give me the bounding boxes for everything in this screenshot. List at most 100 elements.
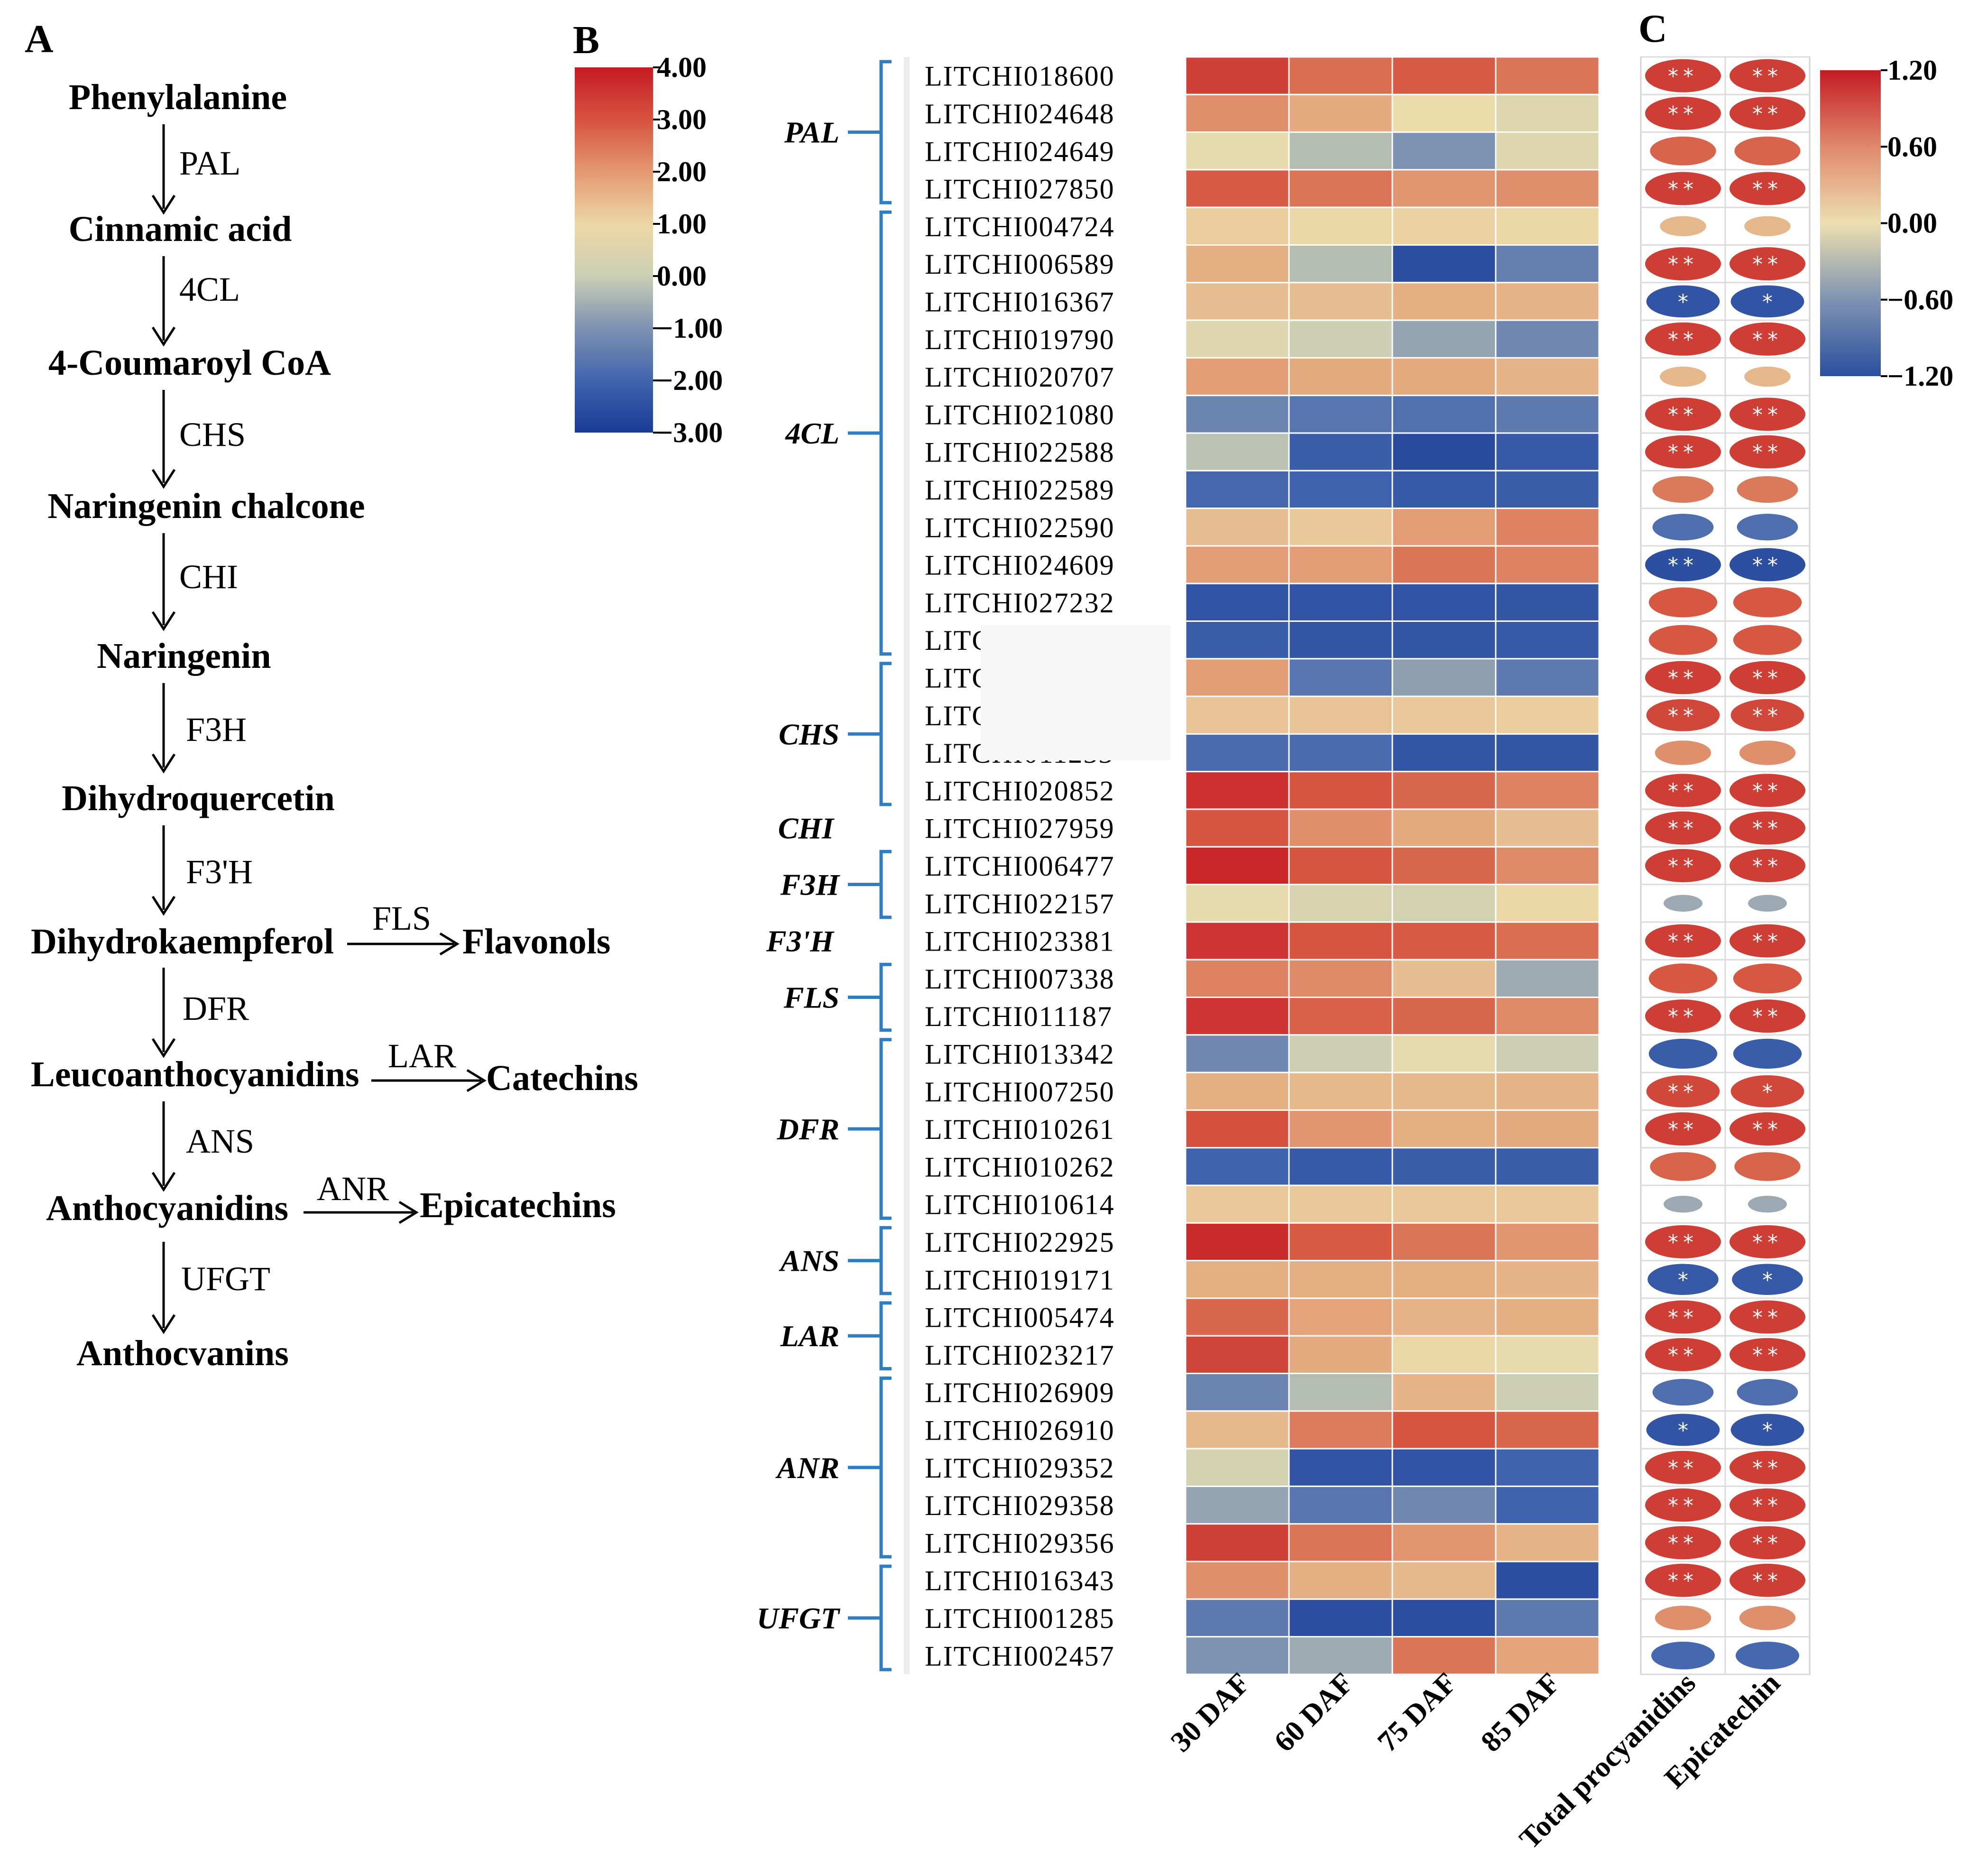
gene-label: LITCHI029352 <box>925 1452 1115 1484</box>
significance-marker: ** <box>1752 102 1783 126</box>
product-catechins: Catechins <box>486 1058 638 1098</box>
heatmap-cell <box>1391 357 1497 397</box>
heatmap-cell <box>1185 1523 1290 1562</box>
correlation-ellipse <box>1645 1300 1721 1334</box>
heatmap-cell <box>1391 1072 1497 1111</box>
heatmap-cell <box>1391 1448 1497 1487</box>
heatmap-cell <box>1185 1260 1290 1299</box>
gene-label: LITCHI026909 <box>925 1377 1115 1408</box>
correlation-ellipse <box>1646 699 1720 731</box>
gene-label: LITCHI011187 <box>925 1001 1113 1032</box>
correlation-ellipse <box>1645 1225 1721 1258</box>
colorbar-b-ticks: 4.00 3.00 2.00 1.00 0.00 −1.00 −2.00 −3.00 <box>653 52 723 448</box>
heatmap-cell <box>1495 582 1600 622</box>
heatmap-cell <box>1288 582 1393 622</box>
gene-label: LITCHI010261 <box>925 1114 1115 1145</box>
heatmap-cell <box>1495 695 1600 735</box>
step-naringenin-chalcone: Naringenin chalcone <box>47 486 365 526</box>
heatmap-cell <box>1495 56 1600 95</box>
significance-marker: ** <box>1668 1230 1698 1255</box>
heatmap-cell <box>1185 93 1290 133</box>
correlation-ellipse <box>1729 1451 1805 1484</box>
heatmap-cell <box>1288 470 1393 509</box>
enzyme-ufgt: UFGT <box>181 1260 270 1298</box>
significance-marker: ** <box>1752 1569 1783 1593</box>
heatmap-cell <box>1288 695 1393 735</box>
correlation-ellipse <box>1729 849 1805 882</box>
correlation-ellipse <box>1729 999 1805 1033</box>
heatmap-cell <box>1288 244 1393 284</box>
correlation-ellipse <box>1645 1451 1721 1484</box>
family-label: ANR <box>775 1451 839 1485</box>
significance-marker: ** <box>1668 403 1698 427</box>
heatmap-column-labels: 30 DAF 60 DAF 75 DAF 85 DAF <box>1165 1667 1566 1758</box>
significance-marker: ** <box>1668 252 1698 277</box>
heatmap-cell <box>1495 1034 1600 1073</box>
heatmap-cell <box>1495 1297 1600 1337</box>
heatmap-cell <box>1495 733 1600 773</box>
panel-a-label: A <box>25 17 54 61</box>
family-anr: ANR <box>775 1377 892 1559</box>
heatmap-cell <box>1288 1147 1393 1186</box>
correlation-ellipse <box>1650 136 1716 166</box>
heatmap-cell <box>1391 1523 1497 1562</box>
heatmap-cell <box>1288 959 1393 998</box>
colorbar-b-tick-label: −3.00 <box>657 417 723 448</box>
heatmap-cell <box>1288 1448 1393 1487</box>
correlation-ellipse <box>1645 435 1721 469</box>
colorbar-b <box>575 67 653 433</box>
family-bracket <box>848 1226 892 1295</box>
gene-label: LITCHI006589 <box>925 249 1115 280</box>
heatmap-cell <box>1288 432 1393 471</box>
correlation-ellipse <box>1729 96 1805 130</box>
heatmap-cell <box>1185 1448 1290 1487</box>
gene-families: PAL 4CL CHS CHI F3H F3'H FLS DFR ANS LAR ANR UFGT <box>757 57 910 1674</box>
heatmap-cell <box>1185 1297 1290 1337</box>
significance-marker: ** <box>1752 1005 1783 1029</box>
heatmap-cell <box>1185 395 1290 434</box>
correlation-ellipse <box>1729 811 1805 845</box>
heatmap-cell <box>1391 545 1497 584</box>
colorbar-b-tick-label: −1.00 <box>657 313 723 344</box>
heatmap-cell <box>1288 1561 1393 1600</box>
panel-a: A Phenylalanine PAL Cinnamic acid 4CL 4-… <box>25 17 638 1373</box>
enzyme-anr: ANR <box>317 1170 389 1208</box>
heatmap-cell <box>1495 244 1600 284</box>
heatmap-cell <box>1185 545 1290 584</box>
heatmap-cell <box>1495 1561 1600 1600</box>
gene-label: LITCHI027232 <box>925 587 1115 619</box>
correlation-ellipse <box>1660 366 1706 387</box>
significance-marker: ** <box>1668 704 1698 728</box>
family-label: FLS <box>783 981 839 1015</box>
heatmap-cell <box>1185 56 1290 95</box>
family-label: DFR <box>776 1112 839 1146</box>
family-bracket <box>848 60 892 204</box>
heatmap-cell <box>1288 620 1393 660</box>
significance-marker: ** <box>1752 403 1783 427</box>
gene-label: LITCHI029358 <box>925 1490 1115 1521</box>
correlation-ellipse <box>1729 1488 1805 1522</box>
enzyme-lar: LAR <box>388 1037 456 1075</box>
product-epicatechins: Epicatechins <box>420 1185 616 1225</box>
label-smudge <box>981 625 1170 760</box>
heatmap-cell <box>1185 508 1290 547</box>
heatmap-cell <box>1185 1636 1290 1675</box>
colorbar-b-tick-label: −2.00 <box>657 365 723 396</box>
correlation-ellipse <box>1645 548 1721 582</box>
gene-label: LITCHI026910 <box>925 1414 1115 1446</box>
correlation-ellipse <box>1729 1563 1805 1597</box>
gene-label: LITCHI022925 <box>925 1227 1115 1258</box>
heatmap-cell <box>1495 620 1600 660</box>
heatmap-cell <box>1495 395 1600 434</box>
family-label: LAR <box>780 1319 839 1353</box>
family-bracket <box>848 850 892 919</box>
heatmap-cell <box>1495 1373 1600 1412</box>
gene-label: LITCHI002457 <box>925 1640 1115 1672</box>
heatmap-cell <box>1391 56 1497 95</box>
heatmap-cell <box>1495 1109 1600 1149</box>
colorbar-b-tick-label: 0.00 <box>657 260 707 292</box>
colorbar-b-tick-label: 3.00 <box>657 104 707 135</box>
gene-label: LITCHI007250 <box>925 1076 1115 1108</box>
heatmap-cell <box>1391 1147 1497 1186</box>
